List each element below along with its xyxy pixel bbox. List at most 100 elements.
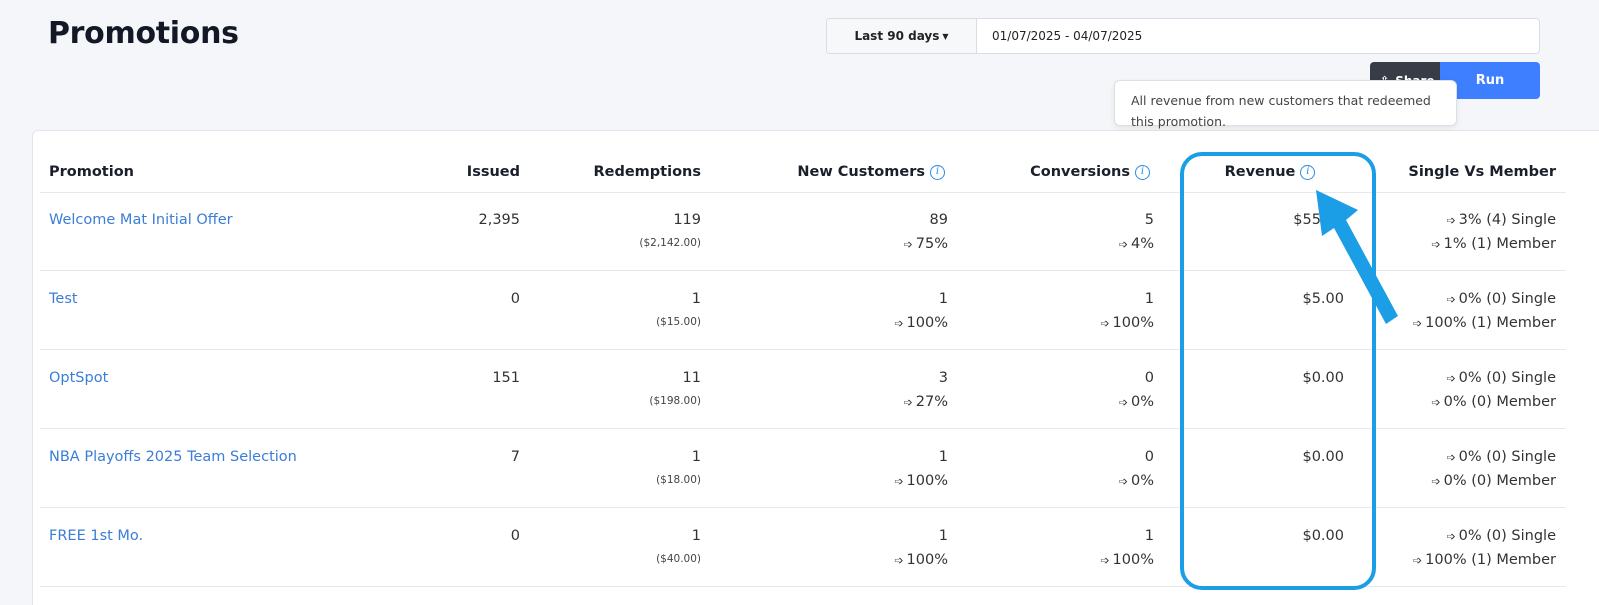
single-share-label: 0% (0) Single	[1458, 291, 1556, 307]
date-range-bar: Last 90 days ▼	[826, 18, 1540, 54]
date-preset-label: Last 90 days	[854, 29, 940, 43]
new-customers-pct: ➩ 100%	[800, 552, 948, 568]
col-header-single-vs-member[interactable]: Single Vs Member	[1380, 164, 1556, 180]
new-customers-value: 89	[929, 212, 948, 228]
arrow-right-icon: ➩	[894, 317, 904, 330]
col-header-promotion-label: Promotion	[49, 164, 134, 180]
row-divider	[40, 428, 1566, 429]
single-share-label: 0% (0) Single	[1458, 528, 1556, 544]
conversions-pct: ➩ 100%	[1000, 315, 1154, 331]
col-header-redemptions[interactable]: Redemptions	[560, 164, 701, 180]
arrow-right-icon: ➩	[894, 475, 904, 488]
arrow-right-icon: ➩	[1412, 317, 1423, 330]
new-customers-pct-label: 100%	[906, 473, 948, 489]
member-share: ➩ 0% (0) Member	[1380, 473, 1556, 489]
col-header-issued-label: Issued	[466, 164, 520, 180]
conversions-pct: ➩ 0%	[1000, 473, 1154, 489]
revenue-value: $5.00	[1302, 291, 1344, 307]
new-customers-pct-label: 75%	[915, 236, 948, 252]
member-share-label: 100% (1) Member	[1425, 315, 1556, 331]
promotion-link[interactable]: FREE 1st Mo.	[49, 528, 144, 544]
arrow-right-icon: ➩	[1431, 475, 1441, 488]
arrow-right-icon: ➩	[1431, 396, 1441, 409]
single-share-label: 3% (4) Single	[1458, 212, 1556, 228]
single-share: ➩ 0% (0) Single	[1380, 449, 1556, 465]
member-share: ➩ 100% (1) Member	[1380, 552, 1556, 568]
arrow-right-icon: ➩	[1446, 530, 1456, 543]
new-customers-value: 1	[938, 291, 948, 307]
member-share-label: 0% (0) Member	[1443, 473, 1556, 489]
issued-value: 151	[492, 370, 520, 386]
new-customers-pct: ➩ 27%	[800, 394, 948, 410]
conversions-pct: ➩ 4%	[1000, 236, 1154, 252]
conversions-pct: ➩ 100%	[1000, 552, 1154, 568]
col-header-new-customers[interactable]: New Customers i	[760, 164, 945, 180]
info-icon[interactable]: i	[1135, 164, 1150, 180]
conversions-value: 0	[1144, 449, 1154, 465]
row-divider	[40, 270, 1566, 271]
conversions-value: 5	[1144, 212, 1154, 228]
conversions-pct-label: 0%	[1130, 394, 1154, 410]
arrow-right-icon: ➩	[1446, 372, 1456, 385]
caret-down-icon: ▼	[942, 31, 949, 41]
conversions-value: 1	[1144, 528, 1154, 544]
new-customers-value: 1	[938, 528, 948, 544]
row-divider	[40, 349, 1566, 350]
arrow-right-icon: ➩	[1446, 293, 1456, 306]
redemptions-value: 1	[691, 528, 701, 544]
new-customers-pct: ➩ 100%	[800, 315, 948, 331]
member-share: ➩ 0% (0) Member	[1380, 394, 1556, 410]
single-share: ➩ 0% (0) Single	[1380, 291, 1556, 307]
col-header-issued[interactable]: Issued	[400, 164, 520, 180]
new-customers-pct-label: 27%	[915, 394, 948, 410]
arrow-right-icon: ➩	[1118, 396, 1128, 409]
redemptions-amount: ($15.00)	[656, 316, 701, 328]
arrow-right-icon: ➩	[1118, 475, 1128, 488]
col-header-revenue-label: Revenue	[1224, 164, 1296, 180]
conversions-value: 0	[1144, 370, 1154, 386]
promotion-link[interactable]: Welcome Mat Initial Offer	[49, 212, 233, 228]
pointer-arrow-icon	[1316, 190, 1398, 324]
date-range-input[interactable]	[977, 19, 1539, 53]
issued-value: 7	[510, 449, 520, 465]
single-share: ➩ 0% (0) Single	[1380, 370, 1556, 386]
member-share-label: 100% (1) Member	[1425, 552, 1556, 568]
col-header-single-vs-member-label: Single Vs Member	[1408, 164, 1556, 180]
new-customers-pct: ➩ 100%	[800, 473, 948, 489]
arrow-right-icon: ➩	[903, 396, 913, 409]
new-customers-value: 3	[938, 370, 948, 386]
col-header-revenue[interactable]: Revenue i	[1190, 164, 1350, 180]
arrow-right-icon: ➩	[1431, 238, 1441, 251]
redemptions-amount: ($18.00)	[656, 474, 701, 486]
revenue-value: $0.00	[1302, 370, 1344, 386]
revenue-tooltip: All revenue from new customers that rede…	[1114, 80, 1457, 129]
promotion-link[interactable]: OptSpot	[49, 370, 109, 386]
arrow-right-icon: ➩	[1100, 317, 1110, 330]
new-customers-pct-label: 100%	[906, 315, 948, 331]
col-header-conversions[interactable]: Conversions i	[990, 164, 1150, 180]
col-header-promotion[interactable]: Promotion	[49, 164, 134, 180]
new-customers-pct: ➩ 75%	[800, 236, 948, 252]
conversions-pct-label: 100%	[1112, 552, 1154, 568]
info-icon[interactable]: i	[1300, 164, 1316, 180]
single-share-label: 0% (0) Single	[1458, 370, 1556, 386]
page-title: Promotions	[48, 16, 239, 51]
promotion-link[interactable]: Test	[49, 291, 78, 307]
new-customers-pct-label: 100%	[906, 552, 948, 568]
arrow-right-icon: ➩	[903, 238, 913, 251]
redemptions-amount: ($2,142.00)	[639, 237, 701, 249]
issued-value: 0	[510, 528, 520, 544]
promotion-link[interactable]: NBA Playoffs 2025 Team Selection	[49, 449, 297, 465]
row-divider	[40, 507, 1566, 508]
info-icon[interactable]: i	[930, 164, 945, 180]
col-header-redemptions-label: Redemptions	[593, 164, 701, 180]
col-header-new-customers-label: New Customers	[797, 164, 925, 180]
conversions-pct: ➩ 0%	[1000, 394, 1154, 410]
col-header-conversions-label: Conversions	[1030, 164, 1130, 180]
arrow-right-icon: ➩	[1118, 238, 1128, 251]
issued-value: 0	[510, 291, 520, 307]
date-preset-dropdown[interactable]: Last 90 days ▼	[827, 19, 977, 53]
revenue-value: $0.00	[1302, 528, 1344, 544]
conversions-pct-label: 4%	[1130, 236, 1154, 252]
single-share-label: 0% (0) Single	[1458, 449, 1556, 465]
